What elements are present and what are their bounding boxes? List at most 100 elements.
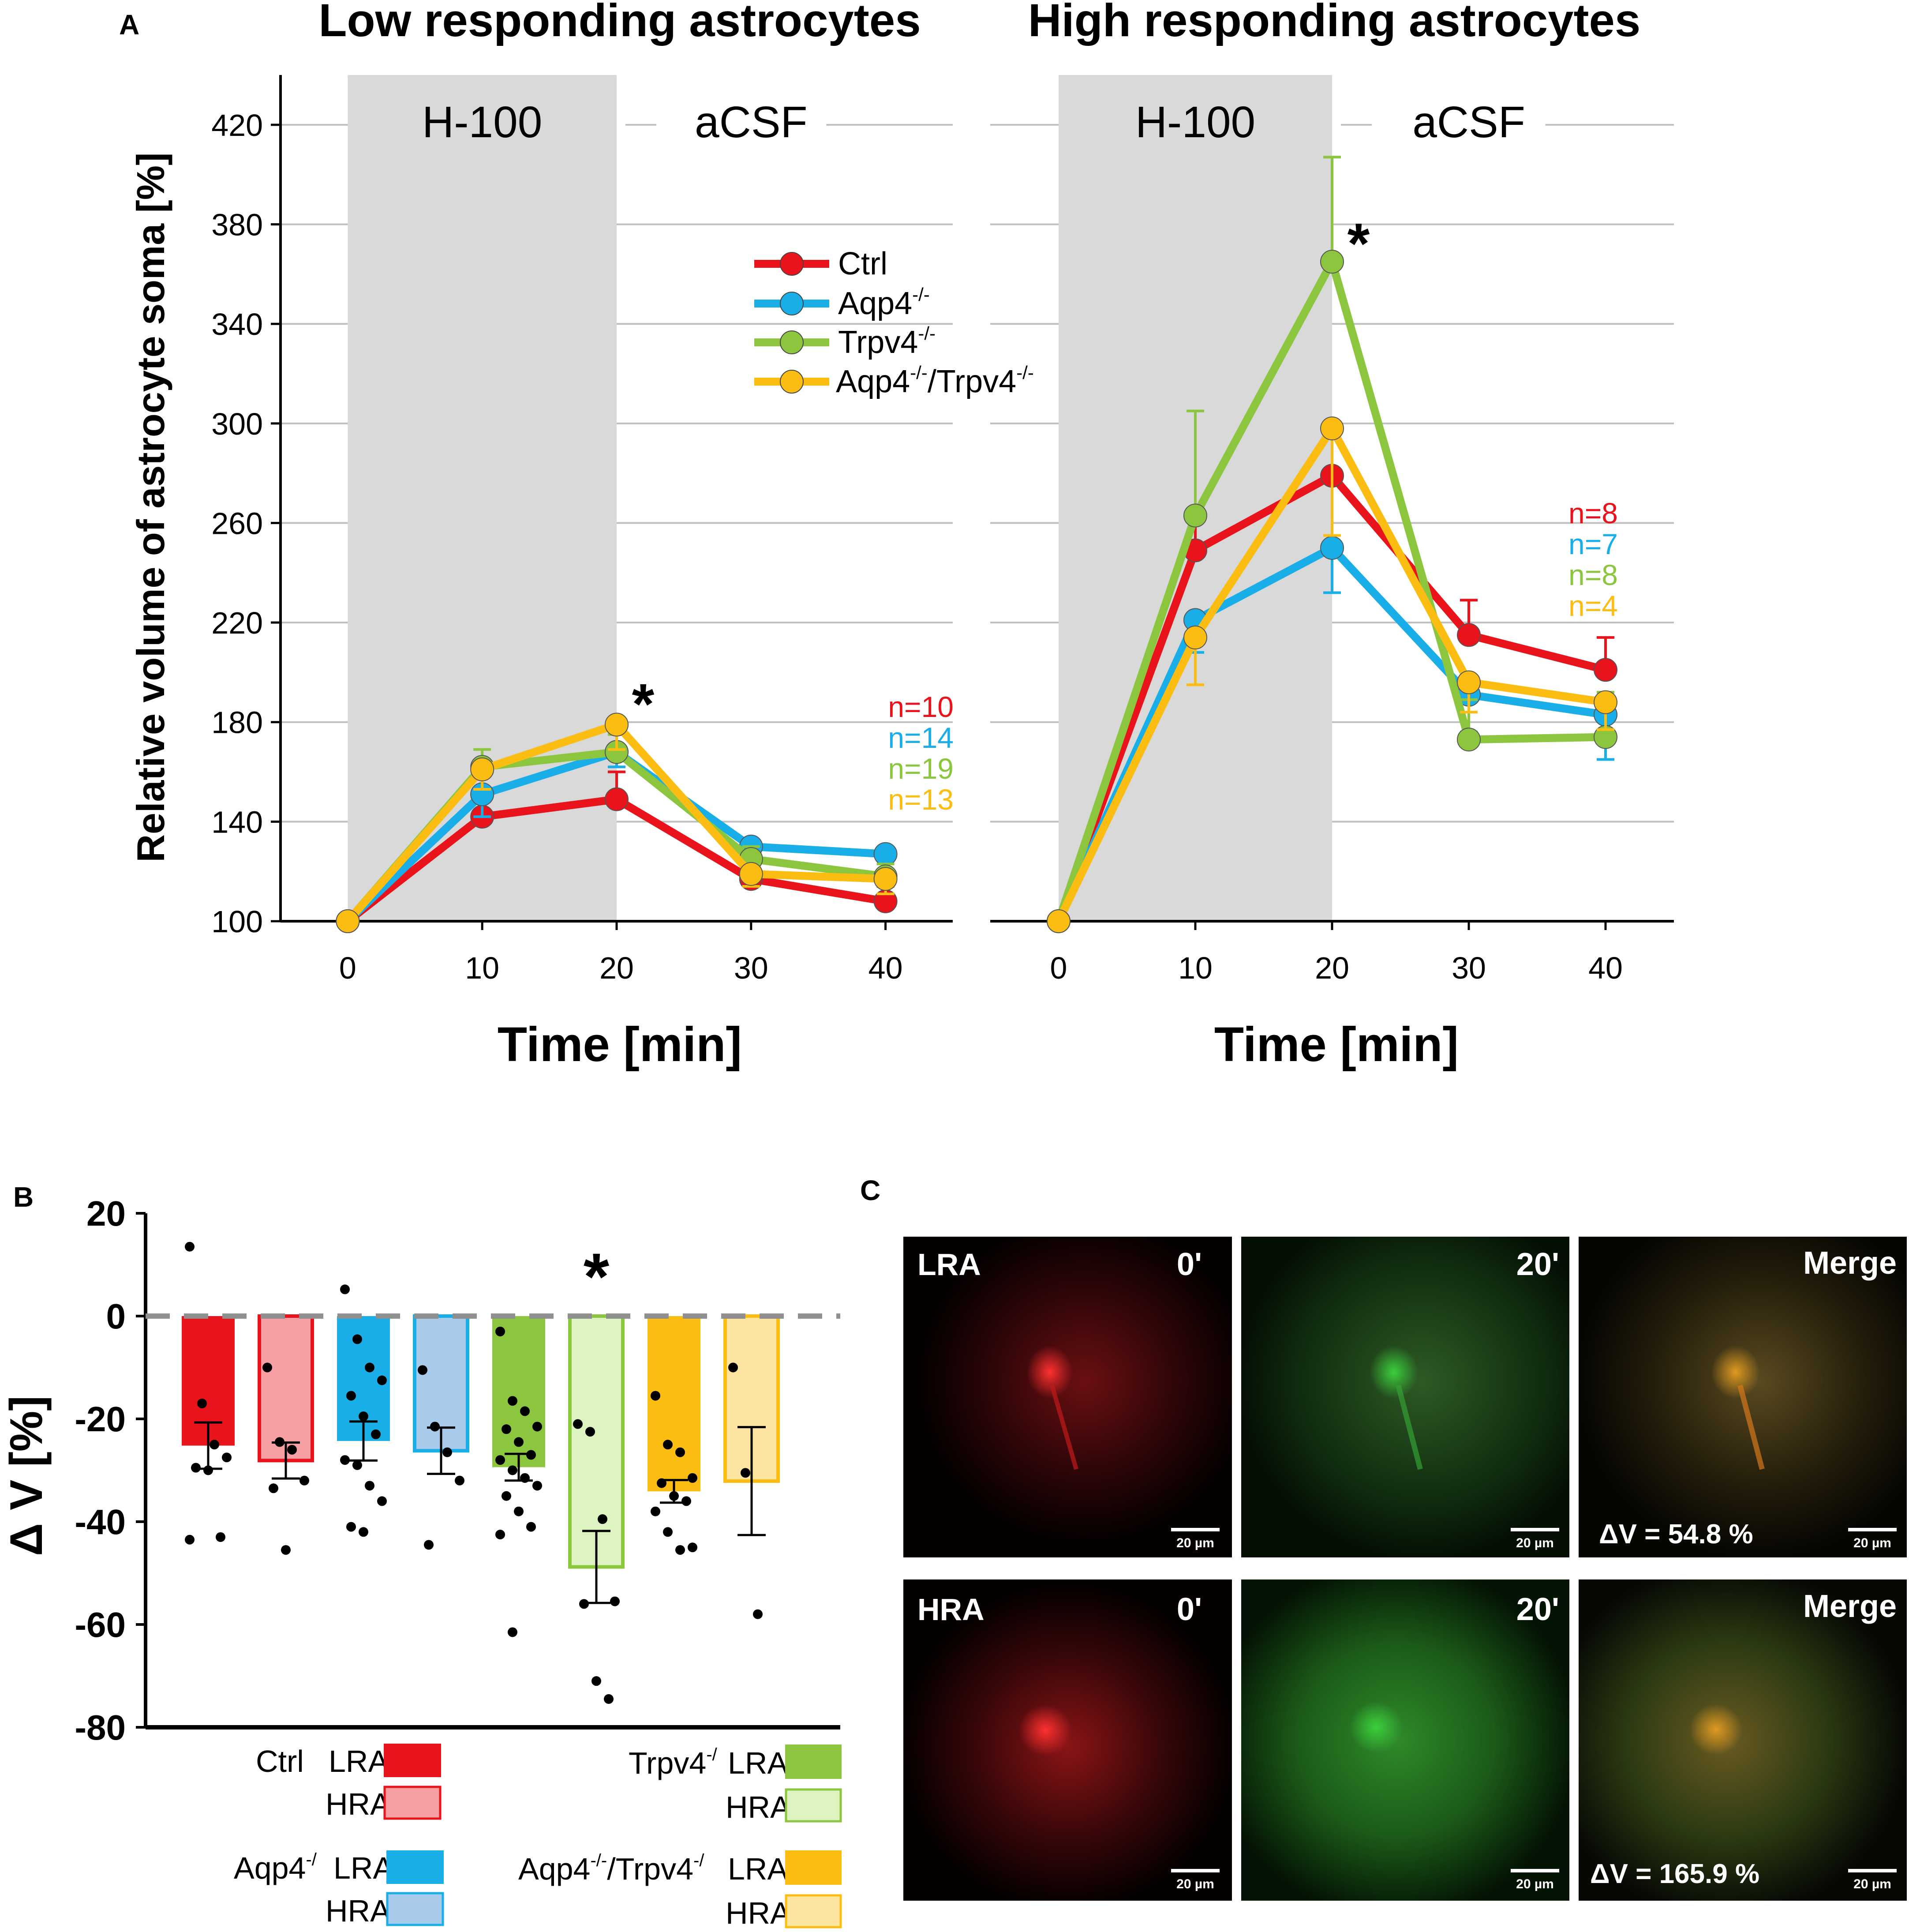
legend-aqp4-trpv4-label: Aqp4-/-/Trpv4-/- <box>836 362 1034 399</box>
hra-time-0: 0' <box>1177 1592 1202 1627</box>
image-lra-0min: LRA 0' 20 µm <box>903 1237 1232 1557</box>
bar-data-point <box>418 1365 427 1375</box>
lra-merge-label: Merge <box>1803 1245 1897 1281</box>
bar-data-point <box>669 1491 679 1501</box>
right-significance-star: * <box>1348 211 1370 276</box>
bar-data-point <box>591 1676 601 1686</box>
legend-aqp4-name: Aqp4 <box>838 286 912 321</box>
right-x-tick-label: 30 <box>1452 951 1486 985</box>
bar-y-tick-label: 0 <box>106 1297 126 1336</box>
legend-trpv4-sup: -/- <box>918 323 936 344</box>
left-x-tick-label: 20 <box>599 951 634 985</box>
bar-data-point <box>346 1391 356 1401</box>
legend-aqp4-trpv4-group-name-a: Aqp4 <box>518 1852 590 1886</box>
bar-data-point <box>365 1481 374 1491</box>
legend-ctrl-group-label: Ctrl <box>256 1744 304 1778</box>
left-h100-label: H-100 <box>422 98 542 147</box>
legend-ctrl-lra-label: LRA <box>329 1744 389 1778</box>
bar-data-point <box>340 1455 350 1465</box>
left-x-tick-label: 30 <box>734 951 768 985</box>
bar-data-point <box>262 1362 272 1373</box>
left-y-tick-label: 300 <box>211 407 263 441</box>
left-series-aqp4_trpv4-point <box>336 909 360 933</box>
bar-data-point <box>352 1460 362 1470</box>
bar-data-point <box>455 1475 464 1486</box>
right-series-aqp4_trpv4-point <box>1457 670 1481 694</box>
bar-data-point <box>520 1406 530 1416</box>
bar-data-point <box>514 1506 524 1516</box>
bar-data-point <box>377 1375 387 1385</box>
bar-data-point <box>573 1419 583 1429</box>
legend-aqp4-trpv4-hra-label: HRA <box>726 1896 791 1930</box>
right-series-aqp4_trpv4-point <box>1320 416 1344 441</box>
right-acsf-label: aCSF <box>1412 98 1525 147</box>
bar-1 <box>258 1314 314 1463</box>
legend-trpv4-lra-swatch <box>785 1744 842 1779</box>
bar-y-tick-label: -80 <box>75 1708 126 1747</box>
bar-data-point <box>185 1242 195 1252</box>
right-series-aqp4_trpv4-point <box>1183 625 1207 649</box>
right-chart-title: High responding astrocytes <box>1028 0 1641 46</box>
legend-ctrl-hra-swatch <box>383 1786 442 1820</box>
legend-ctrl-label: Ctrl <box>838 246 887 281</box>
legend-aqp4-label: Aqp4-/- <box>838 284 930 321</box>
bar-data-point <box>675 1447 685 1457</box>
hra-delta-volume: ΔV = 165.9 % <box>1590 1859 1759 1889</box>
left-y-tick-label: 220 <box>211 606 263 640</box>
left-y-tick-label: 140 <box>211 805 263 839</box>
left-y-tick-label: 180 <box>211 705 263 740</box>
bar-data-point <box>359 1527 368 1537</box>
right-x-tick-label: 40 <box>1588 951 1623 985</box>
legend-aqp4-lra-swatch <box>386 1850 444 1884</box>
bar-data-point <box>359 1411 368 1422</box>
bar-data-point <box>579 1599 589 1609</box>
left-y-tick-label: 340 <box>211 307 263 341</box>
left-series-aqp4_trpv4-point <box>605 713 629 737</box>
bar-data-point <box>365 1362 374 1373</box>
lra-delta-volume: ΔV = 54.8 % <box>1599 1519 1753 1549</box>
bar-data-point <box>663 1527 673 1537</box>
left-series-ctrl-point <box>605 787 629 811</box>
left-y-tick-label: 100 <box>211 904 263 939</box>
bar-data-point <box>508 1465 517 1475</box>
bar-y-tick-label: -20 <box>75 1399 126 1439</box>
bar-data-point <box>281 1545 291 1555</box>
right-series-ctrl-point <box>1594 658 1617 682</box>
left-x-axis-label: Time [min] <box>498 1017 742 1072</box>
hra-merge-scale-label: 20 µm <box>1853 1877 1891 1891</box>
legend-aqp4-trpv4-name-a: Aqp4 <box>836 364 910 399</box>
bar-data-point <box>275 1437 284 1447</box>
left-x-tick-label: 0 <box>339 951 356 985</box>
bar-data-point <box>377 1496 387 1506</box>
legend-aqp4-group-label: Aqp4-/ <box>234 1850 317 1885</box>
bar-data-point <box>495 1455 505 1465</box>
left-series-aqp4_trpv4-point <box>739 862 763 886</box>
bar-data-point <box>371 1429 381 1439</box>
bar-data-point <box>185 1534 195 1545</box>
bar-data-point <box>502 1491 511 1501</box>
left-series-aqp4-n-label: n=14 <box>888 721 954 754</box>
bar-data-point <box>598 1514 607 1524</box>
bar-data-point <box>216 1532 225 1542</box>
image-hra-merge: Merge ΔV = 165.9 % 20 µm <box>1579 1579 1907 1901</box>
legend-trpv4-hra-swatch <box>785 1788 842 1823</box>
legend-aqp4-hra-label: HRA <box>326 1894 391 1928</box>
lra-merge-scale-label: 20 µm <box>1853 1536 1891 1550</box>
hra-merge-label: Merge <box>1803 1589 1897 1624</box>
right-series-ctrl-point <box>1457 623 1481 647</box>
left-x-tick-label: 40 <box>868 951 903 985</box>
bar-6 <box>648 1316 700 1492</box>
right-series-aqp4_trpv4-point <box>1594 690 1617 714</box>
legend-trpv4-label: Trpv4-/- <box>838 323 936 360</box>
legend-aqp4-trpv4-marker <box>780 370 804 394</box>
left-acsf-label: aCSF <box>695 98 808 147</box>
bar-data-point <box>352 1334 362 1344</box>
bar-data-point <box>299 1475 309 1486</box>
bar-data-point <box>675 1545 685 1555</box>
right-x-tick-label: 20 <box>1315 951 1349 985</box>
legend-item-aqp4: Aqp4-/- <box>754 284 930 321</box>
bar-data-point <box>269 1483 278 1493</box>
legend-aqp4-trpv4-lra-swatch <box>785 1850 842 1885</box>
legend-trpv4-hra-label: HRA <box>726 1790 791 1824</box>
